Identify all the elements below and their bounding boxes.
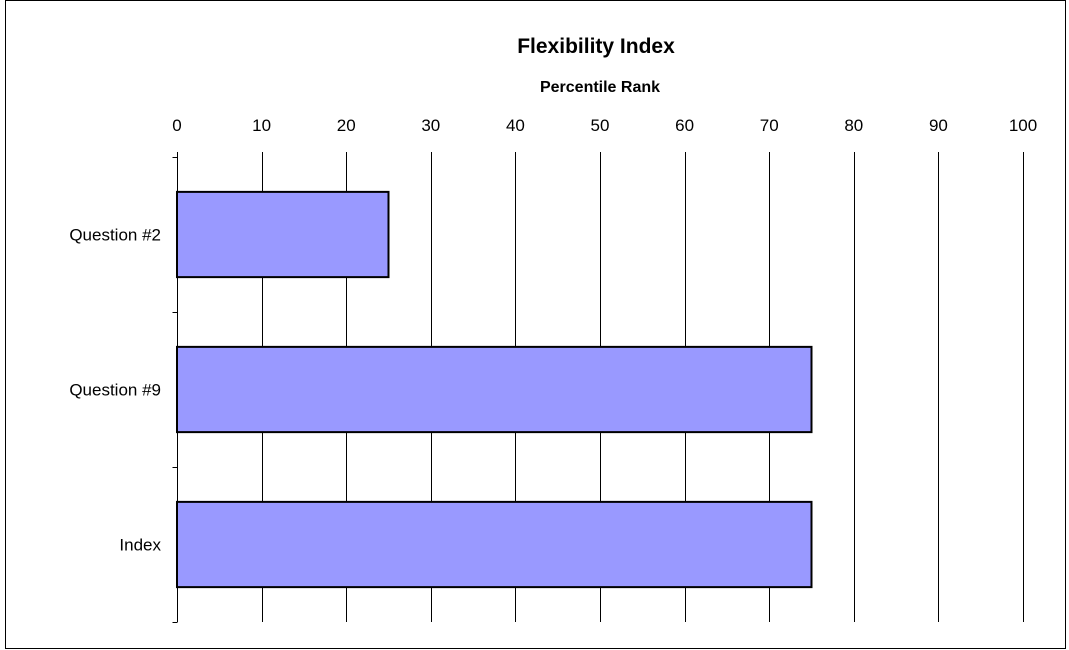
- x-tick-label-90: 90: [929, 116, 948, 135]
- x-axis-title: Percentile Rank: [540, 79, 660, 96]
- category-labels: Question #2 Question #9 Index: [69, 226, 161, 555]
- x-tick-label-60: 60: [675, 116, 694, 135]
- x-tick-label-40: 40: [506, 116, 525, 135]
- x-tick-labels: 0 10 20 30 40 50 60 70 80 90 100: [172, 116, 1037, 135]
- bar-index: [176, 500, 813, 589]
- category-label-question-2: Question #2: [69, 226, 161, 245]
- bar-question-2: [176, 190, 390, 279]
- category-axis: [172, 152, 1024, 623]
- chart-title: Flexibility Index: [517, 35, 675, 58]
- x-tick-label-70: 70: [760, 116, 779, 135]
- x-tick-label-0: 0: [172, 116, 181, 135]
- category-label-index: Index: [119, 536, 161, 555]
- x-tick-label-30: 30: [421, 116, 440, 135]
- bar-question-9: [176, 345, 813, 434]
- x-tick-label-80: 80: [844, 116, 863, 135]
- category-label-question-9: Question #9: [69, 381, 161, 400]
- bars: [176, 190, 813, 589]
- x-tick-label-50: 50: [591, 116, 610, 135]
- x-tick-label-20: 20: [337, 116, 356, 135]
- x-tick-label-100: 100: [1009, 116, 1037, 135]
- x-tick-label-10: 10: [252, 116, 271, 135]
